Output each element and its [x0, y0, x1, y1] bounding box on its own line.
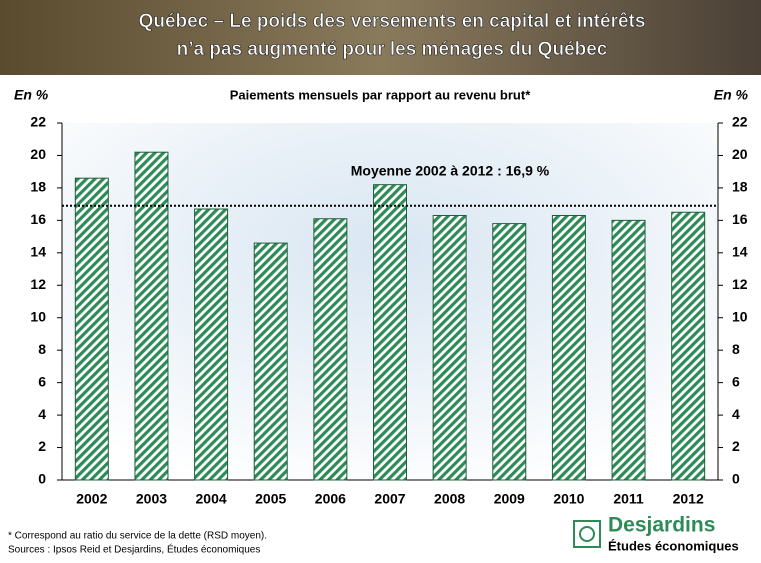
y-tick-label: 4	[38, 406, 46, 422]
x-tick-label: 2002	[76, 491, 107, 507]
x-tick-label: 2008	[434, 491, 465, 507]
x-tick-label: 2010	[553, 491, 584, 507]
average-label: Moyenne 2002 à 2012 : 16,9 %	[351, 163, 550, 179]
bar	[433, 215, 466, 480]
y2-axis-label: En %	[714, 87, 749, 103]
y2-tick-label: 6	[732, 373, 740, 389]
bar	[135, 152, 168, 480]
bar	[195, 209, 228, 480]
footnote: * Correspond au ratio du service de la d…	[8, 531, 267, 542]
y2-tick-label: 2	[732, 438, 740, 454]
y2-tick-label: 18	[732, 179, 748, 195]
x-tick-label: 2006	[315, 491, 346, 507]
source: Sources : Ipsos Reid et Desjardins, Étud…	[8, 543, 260, 556]
y-tick-label: 16	[30, 211, 46, 227]
x-tick-label: 2005	[255, 491, 286, 507]
chart: Québec – Le poids des versements en capi…	[0, 0, 761, 563]
logo-icon	[574, 521, 600, 547]
subtitle: Paiements mensuels par rapport au revenu…	[230, 87, 531, 102]
y2-tick-label: 0	[732, 471, 740, 487]
bar	[612, 220, 645, 480]
y2-tick-label: 22	[732, 114, 748, 130]
bar	[672, 212, 705, 480]
y-tick-label: 12	[30, 276, 46, 292]
bar	[314, 219, 347, 480]
logo-name: Desjardins	[608, 514, 715, 537]
x-tick-label: 2009	[494, 491, 525, 507]
x-tick-label: 2003	[136, 491, 167, 507]
x-tick-label: 2012	[673, 491, 704, 507]
y-tick-label: 0	[38, 471, 46, 487]
y-tick-label: 20	[30, 146, 46, 162]
y2-tick-label: 10	[732, 308, 748, 324]
y-tick-label: 10	[30, 308, 46, 324]
y2-tick-label: 8	[732, 341, 740, 357]
x-tick-label: 2004	[196, 491, 227, 507]
y2-tick-label: 20	[732, 146, 748, 162]
y2-tick-label: 12	[732, 276, 748, 292]
x-tick-label: 2011	[613, 491, 644, 507]
y-tick-label: 6	[38, 373, 46, 389]
y-axis-label: En %	[14, 87, 49, 103]
y-tick-label: 2	[38, 438, 46, 454]
bar	[552, 215, 585, 480]
y2-tick-label: 4	[732, 406, 740, 422]
y-tick-label: 8	[38, 341, 46, 357]
bar	[254, 243, 287, 480]
bar	[493, 224, 526, 480]
x-tick-label: 2007	[374, 491, 405, 507]
y-tick-label: 22	[30, 114, 46, 130]
logo-subtitle: Études économiques	[608, 538, 739, 553]
y-tick-label: 18	[30, 179, 46, 195]
y-tick-label: 14	[30, 244, 46, 260]
bar	[374, 185, 407, 480]
title: n’a pas augmenté pour les ménages du Qué…	[177, 39, 608, 60]
y2-tick-label: 16	[732, 211, 748, 227]
title: Québec – Le poids des versements en capi…	[139, 11, 646, 32]
y2-tick-label: 14	[732, 244, 748, 260]
bar	[75, 178, 108, 480]
